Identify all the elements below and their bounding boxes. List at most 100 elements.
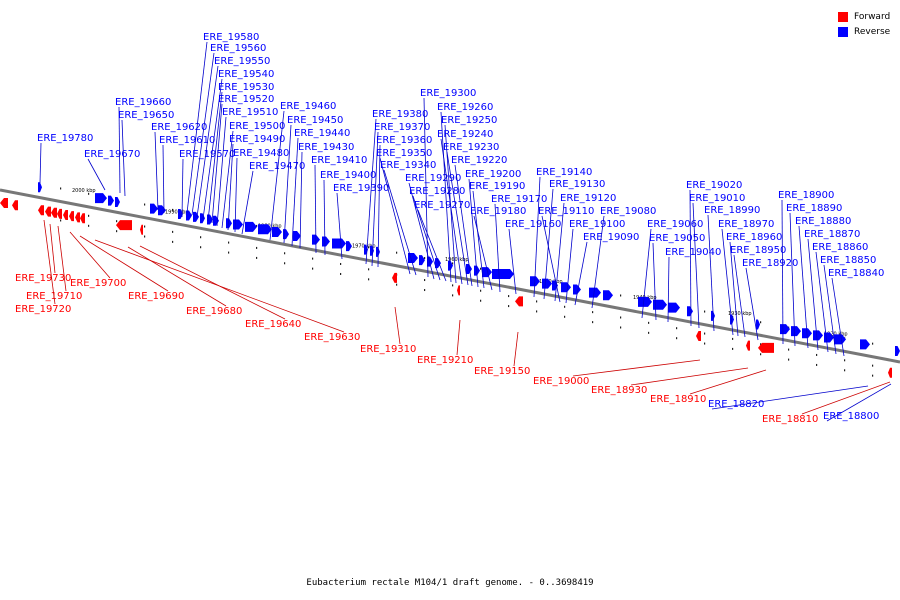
forward-gene-label: ERE_19690 — [128, 291, 184, 302]
forward-gene-block — [80, 213, 85, 224]
genome-caption: Eubacterium rectale M104/1 draft genome.… — [306, 578, 594, 588]
reverse-gene-label: ERE_18970 — [718, 219, 774, 230]
reverse-gene-label: ERE_19520 — [218, 94, 274, 105]
reverse-gene-label: ERE_19390 — [333, 183, 389, 194]
ruler-tick — [200, 246, 202, 249]
reverse-gene-label: ERE_19240 — [437, 129, 493, 140]
reverse-gene-leader — [815, 251, 829, 353]
reverse-gene-label: ERE_19620 — [151, 122, 207, 133]
forward-gene-block — [758, 342, 774, 353]
reverse-gene-label: ERE_19370 — [374, 122, 430, 133]
ruler-tick — [704, 342, 706, 345]
reverse-gene-leader — [371, 131, 379, 267]
legend-forward: Forward — [838, 9, 890, 24]
reverse-gene-label: ERE_19560 — [210, 43, 266, 54]
reverse-gene-label: ERE_19130 — [549, 179, 605, 190]
forward-gene-label: ERE_19150 — [474, 366, 530, 377]
reverse-gene-block — [668, 302, 680, 313]
reverse-gene-block — [283, 229, 289, 240]
reverse-gene-leader — [207, 91, 223, 222]
reverse-gene-block — [233, 219, 243, 230]
reverse-gene-label: ERE_19490 — [229, 134, 285, 145]
reverse-gene-leader — [446, 151, 469, 286]
reverse-gene-leader — [826, 383, 892, 422]
forward-swatch — [838, 11, 848, 22]
reverse-gene-label: ERE_19090 — [583, 232, 639, 243]
forward-gene-label: ERE_18810 — [762, 414, 818, 425]
reverse-gene-label: ERE_18900 — [778, 190, 834, 201]
reverse-gene-label: ERE_19530 — [218, 82, 274, 93]
ruler-tick — [480, 299, 482, 302]
reverse-gene-block — [448, 260, 453, 271]
ruler-tick — [732, 337, 734, 340]
reverse-gene-block — [860, 339, 870, 350]
forward-gene-leader — [127, 246, 227, 307]
reverse-gene-block — [466, 264, 472, 275]
ruler-tick — [564, 305, 566, 308]
forward-gene-label: ERE_18930 — [591, 385, 647, 396]
reverse-gene-leader — [323, 179, 326, 256]
reverse-gene-leader — [121, 119, 126, 197]
forward-gene-leader — [689, 369, 767, 395]
ruler-tick — [172, 208, 174, 211]
forward-gene-block — [116, 220, 132, 231]
reverse-gene-leader — [299, 151, 303, 249]
ruler-tick — [228, 241, 230, 244]
ruler-tick — [88, 224, 90, 227]
reverse-gene-block — [272, 226, 282, 237]
reverse-gene-leader — [565, 228, 574, 304]
reverse-gene-block — [322, 236, 330, 247]
ruler-tick — [648, 331, 650, 334]
reverse-gene-leader — [781, 199, 784, 345]
reverse-gene-leader — [87, 158, 106, 191]
reverse-gene-leader — [494, 203, 501, 293]
reverse-gene-leader — [377, 144, 381, 268]
reverse-gene-label: ERE_18870 — [804, 229, 860, 240]
reverse-gene-leader — [807, 238, 819, 351]
reverse-gene-label: ERE_18920 — [742, 258, 798, 269]
reverse-gene-leader — [541, 215, 561, 303]
ruler-tick — [172, 240, 174, 243]
reverse-gene-label: ERE_19280 — [409, 186, 465, 197]
reverse-gene-block — [813, 330, 823, 341]
reverse-gene-leader — [211, 103, 223, 224]
reverse-gene-leader — [652, 242, 657, 321]
forward-gene-block — [746, 340, 750, 351]
reverse-gene-label: ERE_19500 — [229, 121, 285, 132]
reverse-gene-label: ERE_19160 — [505, 219, 561, 230]
forward-gene-block — [69, 211, 74, 222]
ruler-tick — [480, 267, 482, 270]
reverse-gene-label: ERE_19570 — [179, 149, 235, 160]
forward-gene-label: ERE_19000 — [533, 376, 589, 387]
reverse-gene-block — [687, 306, 693, 317]
reverse-gene-leader — [508, 228, 517, 295]
reverse-gene-block — [193, 211, 199, 222]
reverse-gene-leader — [314, 164, 317, 254]
ruler-tick — [788, 358, 790, 361]
reverse-gene-leader — [269, 110, 285, 241]
reverse-gene-leader — [186, 41, 208, 214]
reverse-gene-leader — [729, 241, 739, 337]
reverse-gene-label: ERE_18890 — [786, 203, 842, 214]
ruler-tick — [116, 220, 118, 223]
reverse-gene-block — [638, 296, 652, 307]
ruler-label: 1950 kbp — [539, 279, 563, 285]
reverse-gene-leader — [227, 143, 234, 231]
forward-gene-leader — [43, 219, 56, 305]
forward-gene-block — [140, 224, 143, 235]
ruler-tick — [480, 289, 482, 292]
reverse-gene-label: ERE_19460 — [280, 101, 336, 112]
reverse-gene-label: ERE_19010 — [689, 193, 745, 204]
ruler-tick — [676, 327, 678, 330]
ruler-label: 1930 kbp — [728, 311, 752, 317]
forward-gene-leader — [630, 367, 749, 386]
reverse-gene-label: ERE_19540 — [218, 69, 274, 80]
ruler-tick — [368, 278, 370, 281]
forward-gene-block — [457, 285, 460, 296]
reverse-gene-leader — [221, 130, 234, 229]
ruler-tick — [732, 347, 734, 350]
forward-gene-leader — [139, 245, 286, 320]
reverse-gene-label: ERE_19670 — [84, 149, 140, 160]
reverse-gene-leader — [440, 138, 463, 285]
